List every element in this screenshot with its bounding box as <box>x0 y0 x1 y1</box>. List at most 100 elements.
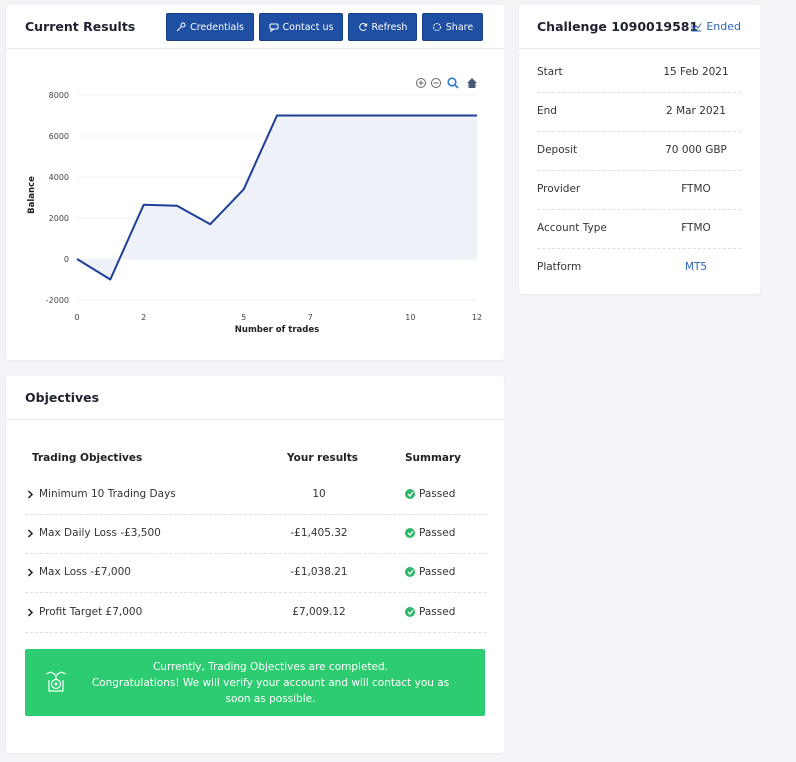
chevron-right-icon <box>27 528 34 538</box>
info-row-platform: Platform MT5 <box>537 249 741 288</box>
banner-line-1: Currently, Trading Objectives are comple… <box>152 661 389 673</box>
x-tick-label: 12 <box>472 313 482 322</box>
success-banner: Currently, Trading Objectives are comple… <box>25 649 485 716</box>
info-row-account-type: Account Type FTMO <box>537 210 741 249</box>
objective-summary: Passed <box>405 566 455 578</box>
info-value: FTMO <box>681 222 711 234</box>
objective-label: Max Loss -£7,000 <box>39 566 131 578</box>
objective-name: Max Loss -£7,000 <box>27 566 131 578</box>
info-label: Start <box>537 66 563 78</box>
results-header: Current Results Credentials Contact us R… <box>6 5 504 49</box>
objective-name: Max Daily Loss -£3,500 <box>27 527 161 539</box>
info-label: Provider <box>537 183 581 195</box>
balance-line <box>76 114 477 281</box>
trophy-icon <box>45 671 67 692</box>
info-value: FTMO <box>681 183 711 195</box>
objective-result: £7,009.12 <box>292 606 346 618</box>
zoom-in-icon[interactable] <box>416 78 426 88</box>
chevron-right-icon <box>27 489 34 499</box>
status-badge: Ended <box>691 20 741 33</box>
x-tick-label: 10 <box>405 313 415 322</box>
objectives-header: Objectives <box>6 376 504 420</box>
objective-label: Minimum 10 Trading Days <box>39 488 176 500</box>
info-value: 2 Mar 2021 <box>666 105 726 117</box>
check-circle-icon <box>405 528 415 538</box>
col-header-summary: Summary <box>405 452 462 464</box>
zoom-out-icon[interactable] <box>431 78 441 88</box>
objective-row[interactable]: Minimum 10 Trading Days 10 Passed <box>25 476 486 515</box>
y-tick-label: 6000 <box>49 132 69 141</box>
contact-us-label: Contact us <box>282 21 334 33</box>
chevron-right-icon <box>27 567 34 577</box>
summary-text: Passed <box>419 566 456 578</box>
objective-result: 10 <box>312 488 326 500</box>
key-icon <box>176 22 186 32</box>
x-axis-ticks: 0 2 5 7 10 12 <box>74 313 482 322</box>
y-tick-label: 2000 <box>49 214 69 223</box>
current-results-card: Current Results Credentials Contact us R… <box>6 5 504 360</box>
contact-us-button[interactable]: Contact us <box>259 13 343 41</box>
summary-text: Passed <box>419 527 456 539</box>
y-axis-label: Balance <box>27 176 37 214</box>
banner-text: Currently, Trading Objectives are comple… <box>80 659 461 707</box>
info-value: 15 Feb 2021 <box>663 66 729 78</box>
x-tick-label: 0 <box>74 313 79 322</box>
info-row-end: End 2 Mar 2021 <box>537 93 741 132</box>
info-label: End <box>537 105 557 117</box>
chat-icon <box>269 23 279 32</box>
objective-result: -£1,405.32 <box>290 527 348 539</box>
objective-result: -£1,038.21 <box>290 566 348 578</box>
status-text: Ended <box>706 20 741 33</box>
info-label: Account Type <box>537 222 607 234</box>
chevron-right-icon <box>27 607 34 617</box>
info-value: 70 000 GBP <box>665 144 727 156</box>
y-tick-label: -2000 <box>46 296 69 305</box>
objectives-title: Objectives <box>25 390 100 405</box>
objective-label: Profit Target £7,000 <box>39 606 143 618</box>
x-tick-label: 5 <box>241 313 246 322</box>
y-tick-label: 0 <box>64 255 69 264</box>
objective-label: Max Daily Loss -£3,500 <box>39 527 161 539</box>
y-axis-ticks: 8000 6000 4000 2000 0 -2000 <box>46 91 69 305</box>
refresh-icon <box>358 22 367 31</box>
col-header-result: Your results <box>287 452 359 464</box>
check-circle-icon <box>405 567 415 577</box>
y-tick-label: 8000 <box>49 91 69 100</box>
summary-text: Passed <box>419 488 456 500</box>
chart-line-icon <box>691 21 702 31</box>
info-row-provider: Provider FTMO <box>537 171 741 210</box>
x-tick-label: 7 <box>308 313 313 322</box>
info-label: Deposit <box>537 144 578 156</box>
results-title: Current Results <box>25 19 136 34</box>
objective-name: Minimum 10 Trading Days <box>27 488 176 500</box>
challenge-header: Challenge 1090019581 Ended <box>519 5 760 49</box>
objective-row[interactable]: Profit Target £7,000 £7,009.12 Passed <box>25 594 486 633</box>
magnifier-icon[interactable] <box>447 77 459 89</box>
objective-name: Profit Target £7,000 <box>27 606 142 618</box>
col-header-objective: Trading Objectives <box>32 452 143 464</box>
banner-line-2: Congratulations! We will verify your acc… <box>91 677 450 705</box>
check-circle-icon <box>405 607 415 617</box>
refresh-button[interactable]: Refresh <box>348 13 417 41</box>
objective-summary: Passed <box>405 488 455 500</box>
info-label: Platform <box>537 261 582 273</box>
share-label: Share <box>445 21 474 33</box>
info-row-start: Start 15 Feb 2021 <box>537 54 741 93</box>
share-button[interactable]: Share <box>422 13 483 41</box>
challenge-card: Challenge 1090019581 Ended Start 15 Feb … <box>519 5 760 294</box>
info-row-deposit: Deposit 70 000 GBP <box>537 132 741 171</box>
challenge-title: Challenge 1090019581 <box>537 19 699 34</box>
share-icon <box>432 23 441 31</box>
refresh-label: Refresh <box>371 21 408 33</box>
objective-row[interactable]: Max Daily Loss -£3,500 -£1,405.32 Passed <box>25 515 486 554</box>
summary-text: Passed <box>419 606 456 618</box>
home-icon[interactable] <box>467 78 477 88</box>
objectives-card: Objectives Trading Objectives Your resul… <box>6 376 504 753</box>
x-axis-label: Number of trades <box>235 325 319 335</box>
balance-area <box>77 115 477 280</box>
credentials-button[interactable]: Credentials <box>166 13 254 41</box>
check-circle-icon <box>405 489 415 499</box>
platform-link[interactable]: MT5 <box>684 261 708 273</box>
objective-row[interactable]: Max Loss -£7,000 -£1,038.21 Passed <box>25 554 486 593</box>
